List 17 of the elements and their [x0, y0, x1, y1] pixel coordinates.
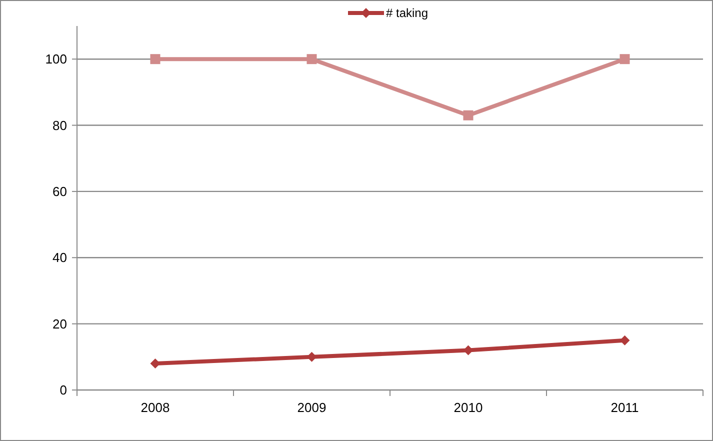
y-tick-label: 60	[52, 184, 67, 200]
x-tick-label: 2011	[610, 400, 639, 415]
y-tick-label: 80	[52, 118, 67, 133]
point	[150, 54, 160, 64]
legend-label: # taking	[386, 6, 428, 20]
point	[620, 54, 630, 64]
y-tick-label: 20	[52, 316, 67, 332]
x-tick-label: 2009	[297, 400, 326, 415]
point	[620, 335, 630, 346]
point	[463, 110, 474, 120]
x-tick-label: 2008	[140, 400, 170, 415]
x-tick-label: 2010	[454, 400, 483, 415]
y-tick-label: 100	[45, 52, 67, 67]
point	[306, 54, 317, 64]
y-tick-label: 40	[52, 250, 67, 266]
point	[150, 358, 160, 369]
y-tick-label: 0	[60, 382, 67, 398]
